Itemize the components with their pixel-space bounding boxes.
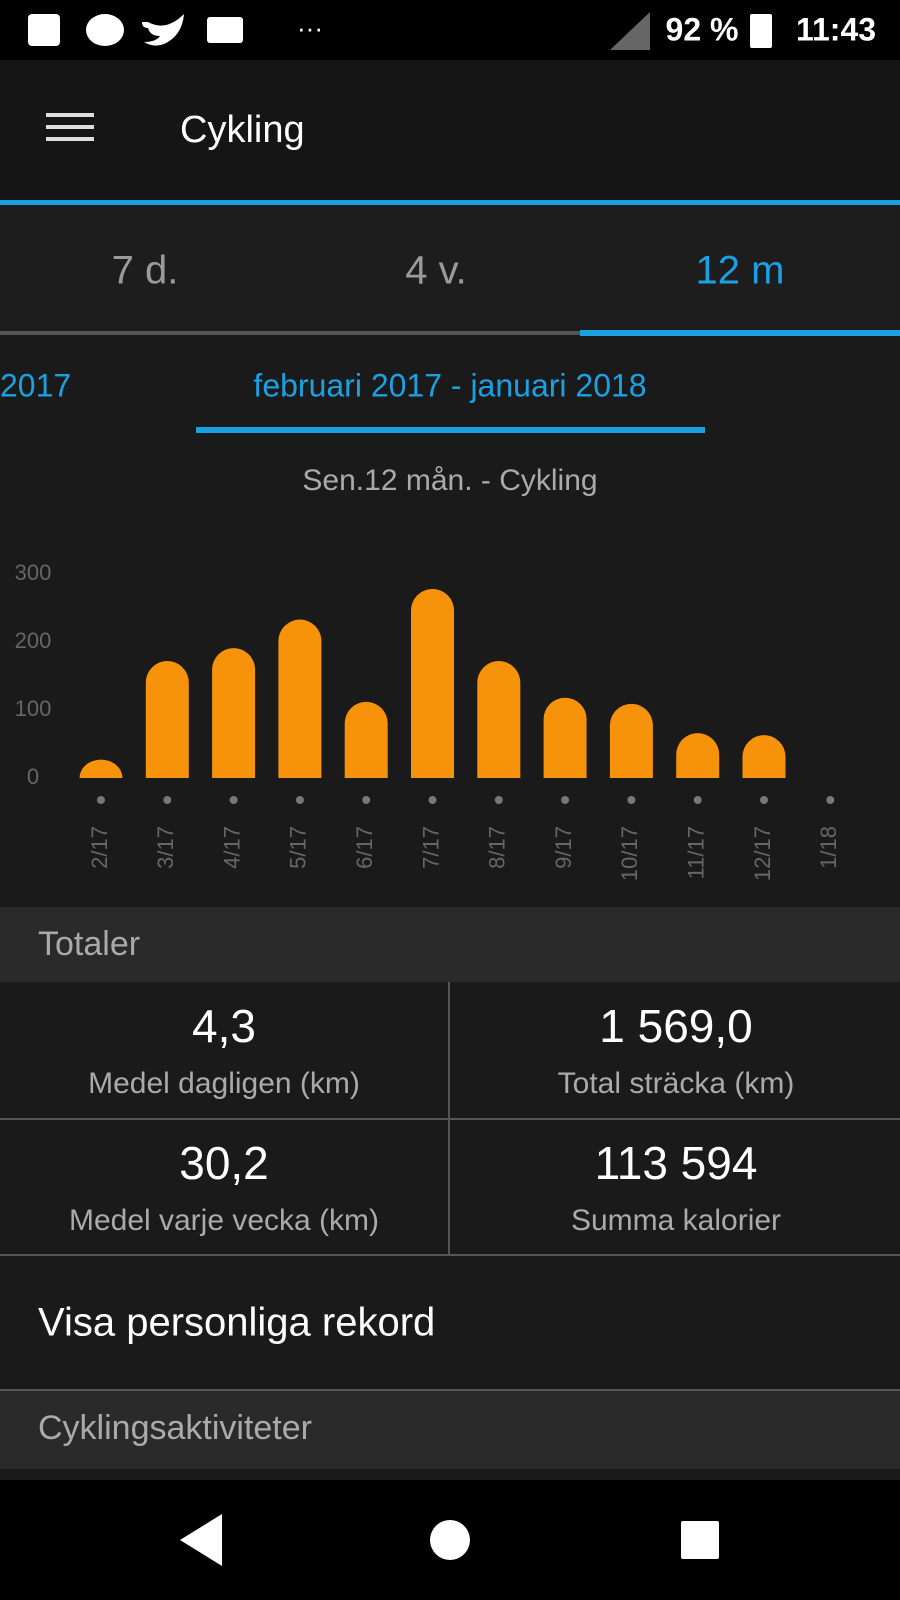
period-previous[interactable]: 2017	[0, 367, 71, 403]
back-button[interactable]	[180, 1514, 222, 1566]
y-tick-label: 0	[27, 764, 39, 789]
bar	[742, 735, 786, 778]
category-dot	[295, 796, 304, 804]
category-dot	[229, 796, 238, 804]
records-link[interactable]: Visa personliga rekord	[38, 1301, 435, 1345]
y-tick-label: 200	[15, 628, 52, 653]
bar	[145, 661, 189, 778]
x-tick-label: 7/17	[418, 826, 443, 869]
category-dot	[494, 796, 503, 804]
stat-value: 1 569,0	[599, 1000, 752, 1052]
twitter-icon	[142, 14, 184, 46]
x-tick-label: 10/17	[617, 826, 642, 881]
y-tick-label: 100	[15, 696, 52, 721]
category-dot	[362, 796, 371, 804]
section-title: Cyklingsaktiviteter	[38, 1409, 312, 1447]
stat-label: Medel varje vecka (km)	[69, 1204, 379, 1237]
clock: 11:43	[796, 11, 876, 47]
home-button[interactable]	[430, 1520, 470, 1560]
tab-bar	[0, 205, 900, 335]
bar	[676, 733, 720, 778]
bar	[609, 703, 653, 778]
x-tick-label: 1/18	[816, 826, 841, 869]
section-title: Totaler	[38, 925, 140, 963]
x-tick-label: 4/17	[219, 826, 244, 869]
category-dot	[163, 796, 172, 804]
stat-label: Total sträcka (km)	[558, 1067, 795, 1100]
bar	[344, 701, 388, 778]
tab[interactable]: 7 d.	[112, 249, 179, 293]
mail-icon	[207, 17, 243, 43]
section-header	[0, 907, 900, 982]
battery-icon	[750, 14, 772, 48]
x-tick-label: 6/17	[352, 826, 377, 869]
tab[interactable]: 4 v.	[405, 249, 467, 293]
bar	[278, 619, 322, 778]
section-header	[0, 1391, 900, 1469]
category-dot	[693, 796, 702, 804]
battery-percent: 92 %	[666, 11, 739, 47]
bar	[212, 648, 256, 778]
x-tick-label: 2/17	[87, 826, 112, 869]
bar	[411, 588, 454, 778]
x-tick-label: 5/17	[286, 826, 311, 869]
bar	[477, 661, 521, 778]
stat-value: 113 594	[595, 1137, 758, 1189]
signal-icon	[610, 12, 650, 50]
category-dot	[627, 796, 636, 804]
app-bar	[0, 60, 900, 203]
stat-label: Summa kalorier	[571, 1204, 781, 1237]
category-dot	[428, 796, 437, 804]
period-current[interactable]: februari 2017 - januari 2018	[253, 367, 646, 403]
category-dot	[760, 796, 768, 804]
menu-button[interactable]	[46, 113, 94, 141]
stat-value: 4,3	[192, 1000, 256, 1052]
app-title: Cykling	[180, 109, 305, 151]
chart-title: Sen.12 mån. - Cykling	[302, 464, 597, 497]
category-dot	[826, 796, 835, 804]
period-indicator	[196, 427, 705, 433]
chart: 0 100 200 300 2/17 3/17 4/17 5/17 6/17 7/17 8/17 9/…	[15, 560, 841, 881]
recents-button[interactable]	[681, 1521, 719, 1559]
records-row[interactable]	[0, 1256, 900, 1390]
y-tick-label: 300	[15, 560, 52, 585]
tab-divider	[0, 331, 580, 335]
x-tick-label: 9/17	[551, 826, 576, 869]
messenger-icon	[86, 14, 124, 46]
stat-label: Medel dagligen (km)	[88, 1067, 360, 1100]
x-tick-label: 8/17	[485, 826, 510, 869]
bar	[543, 697, 587, 778]
app-bar-accent	[0, 200, 900, 205]
category-dot	[97, 796, 105, 804]
facebook-icon	[28, 14, 60, 46]
status-dots: ···	[297, 13, 323, 43]
tab-selected[interactable]: 12 m	[696, 249, 785, 293]
stat-value: 30,2	[179, 1137, 269, 1189]
x-tick-label: 11/17	[684, 826, 709, 879]
bar	[79, 759, 123, 778]
x-tick-label: 12/17	[750, 826, 775, 881]
x-tick-label: 3/17	[153, 826, 178, 869]
category-dot	[561, 796, 570, 804]
tab-indicator	[580, 330, 900, 336]
